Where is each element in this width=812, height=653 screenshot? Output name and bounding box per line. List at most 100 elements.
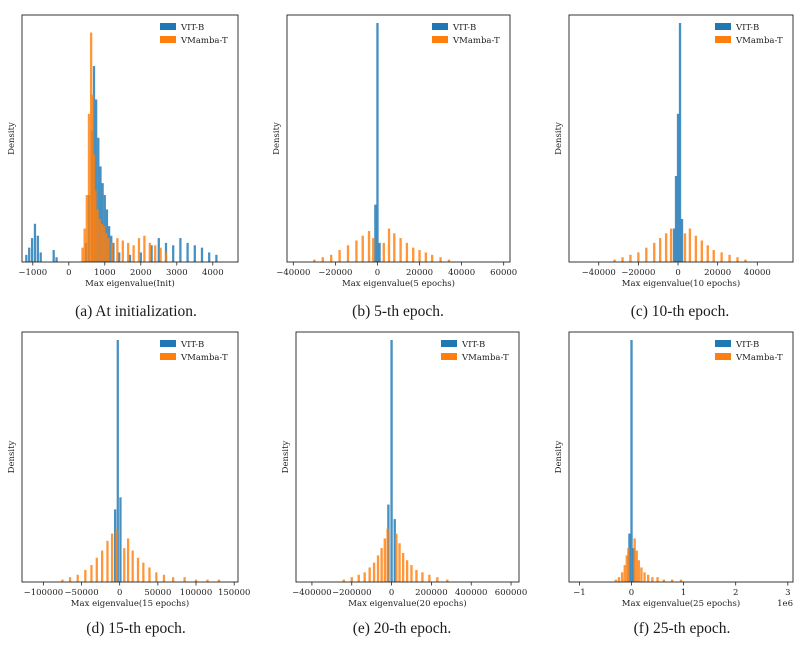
vmamba-t-bar: [92, 154, 96, 262]
vmamba-t-bar: [90, 565, 93, 582]
vit-b-bar: [52, 250, 55, 262]
legend-label: VIT-B: [735, 340, 759, 350]
vmamba-t-bar: [171, 577, 175, 582]
legend-label: VMamba-T: [735, 353, 783, 363]
y-axis-label: Density: [281, 440, 291, 473]
legend-swatch: [715, 340, 731, 347]
vmamba-t-bar: [81, 247, 84, 262]
legend-label: VIT-B: [180, 23, 204, 33]
vmamba-t-bar: [368, 567, 371, 582]
x-tick-label: −1000: [18, 268, 47, 278]
legend-swatch: [160, 23, 176, 30]
vmamba-t-bar: [683, 233, 687, 262]
vmamba-t-bar: [395, 533, 398, 582]
x-axis-label: Max eigenvalue(20 epochs): [348, 598, 466, 609]
vmamba-t-bar: [106, 540, 109, 582]
vit-b-bar: [172, 245, 175, 262]
vmamba-t-bar: [614, 579, 618, 582]
vmamba-t-bar: [386, 528, 389, 582]
x-tick-label: 20000: [406, 268, 433, 278]
panel-caption: (a) At initialization.: [75, 303, 197, 320]
x-tick-label: −400000: [292, 588, 332, 598]
vmamba-t-bar: [350, 577, 353, 582]
vmamba-t-bar: [321, 257, 324, 262]
vit-b-bar: [630, 340, 633, 582]
legend-swatch: [715, 353, 731, 360]
vit-b-bar: [36, 235, 39, 262]
axes-frame: [295, 331, 520, 583]
vmamba-t-bar: [87, 113, 91, 262]
legend-label: VMamba-T: [735, 36, 783, 46]
vmamba-t-bar: [105, 233, 108, 262]
vmamba-t-bar: [393, 233, 396, 262]
legend-swatch: [432, 23, 448, 30]
vit-b-bar: [374, 204, 377, 262]
vmamba-t-bar: [330, 254, 333, 262]
x-tick-label: 2: [733, 588, 738, 598]
panel-caption: (f) 25-th epoch.: [634, 620, 731, 637]
vit-b-bar: [33, 223, 37, 262]
vit-b-bar: [139, 252, 142, 262]
vmamba-t-bar: [627, 548, 630, 582]
vmamba-t-bar: [137, 238, 141, 262]
x-tick-label: 400000: [455, 588, 487, 598]
vit-b-bar: [118, 252, 121, 262]
legend-label: VMamba-T: [180, 353, 228, 363]
vit-b-bar: [28, 247, 31, 262]
vmamba-t-bar: [380, 548, 383, 582]
vmamba-t-bar: [96, 209, 99, 262]
vmamba-t-bar: [418, 250, 421, 262]
x-tick-label: 1: [681, 588, 686, 598]
vit-b-bar: [95, 99, 98, 262]
vmamba-t-bar: [637, 252, 640, 262]
vit-b-bar: [101, 183, 104, 262]
panel-caption: (d) 15-th epoch.: [86, 620, 185, 637]
panel-caption: (b) 5-th epoch.: [352, 303, 444, 320]
axes-frame: [21, 331, 239, 583]
vmamba-t-bar: [183, 577, 186, 582]
vmamba-t-bar: [617, 577, 621, 582]
vmamba-t-bar: [102, 226, 106, 262]
vit-b-bar: [393, 519, 396, 582]
vmamba-t-bar: [94, 190, 97, 262]
x-tick-label: −20000: [621, 268, 655, 278]
vmamba-t-bar: [647, 574, 650, 582]
vmamba-t-bar: [363, 572, 366, 582]
vmamba-t-bar: [446, 579, 449, 582]
vmamba-t-bar: [217, 579, 221, 582]
vmamba-t-bar: [439, 257, 442, 262]
y-axis-label: Density: [272, 122, 282, 155]
vmamba-t-bar: [84, 569, 87, 582]
vmamba-t-bar: [640, 567, 643, 582]
vmamba-t-bar: [148, 567, 151, 582]
legend-label: VMamba-T: [461, 353, 509, 363]
legend-label: VMamba-T: [452, 36, 500, 46]
vmamba-t-bar: [728, 254, 731, 262]
x-tick-label: 4000: [202, 268, 224, 278]
x-offset-label: 1e6: [777, 599, 793, 609]
vit-b-bar: [676, 113, 680, 262]
vmamba-t-bar: [430, 254, 434, 262]
vmamba-t-bar: [206, 579, 209, 582]
vmamba-t-bar: [651, 577, 654, 582]
vmamba-t-bar: [383, 538, 386, 582]
panel-1: −1000 0 1000 2000 3000 4000 Max eigenvalue(Ini…: [7, 14, 239, 320]
vmamba-t-bar: [670, 579, 674, 582]
vit-b-bar: [208, 252, 211, 262]
axes-frame: [21, 14, 239, 263]
vmamba-t-bar: [421, 572, 424, 582]
vmamba-t-bar: [127, 242, 130, 262]
x-axis-label: Max eigenvalue(10 epochs): [622, 278, 740, 289]
vmamba-t-bar: [412, 247, 415, 262]
vmamba-t-bar: [405, 560, 409, 582]
vmamba-t-bar: [123, 548, 126, 582]
vmamba-t-bar: [382, 242, 385, 262]
vmamba-t-bar: [159, 247, 162, 262]
vmamba-t-bar: [357, 574, 360, 582]
vmamba-t-bar: [342, 579, 345, 582]
x-tick-label: 40000: [448, 268, 475, 278]
vit-b-bar: [390, 340, 393, 582]
vit-b-bar: [128, 254, 132, 262]
x-tick-label: 0: [375, 268, 380, 278]
